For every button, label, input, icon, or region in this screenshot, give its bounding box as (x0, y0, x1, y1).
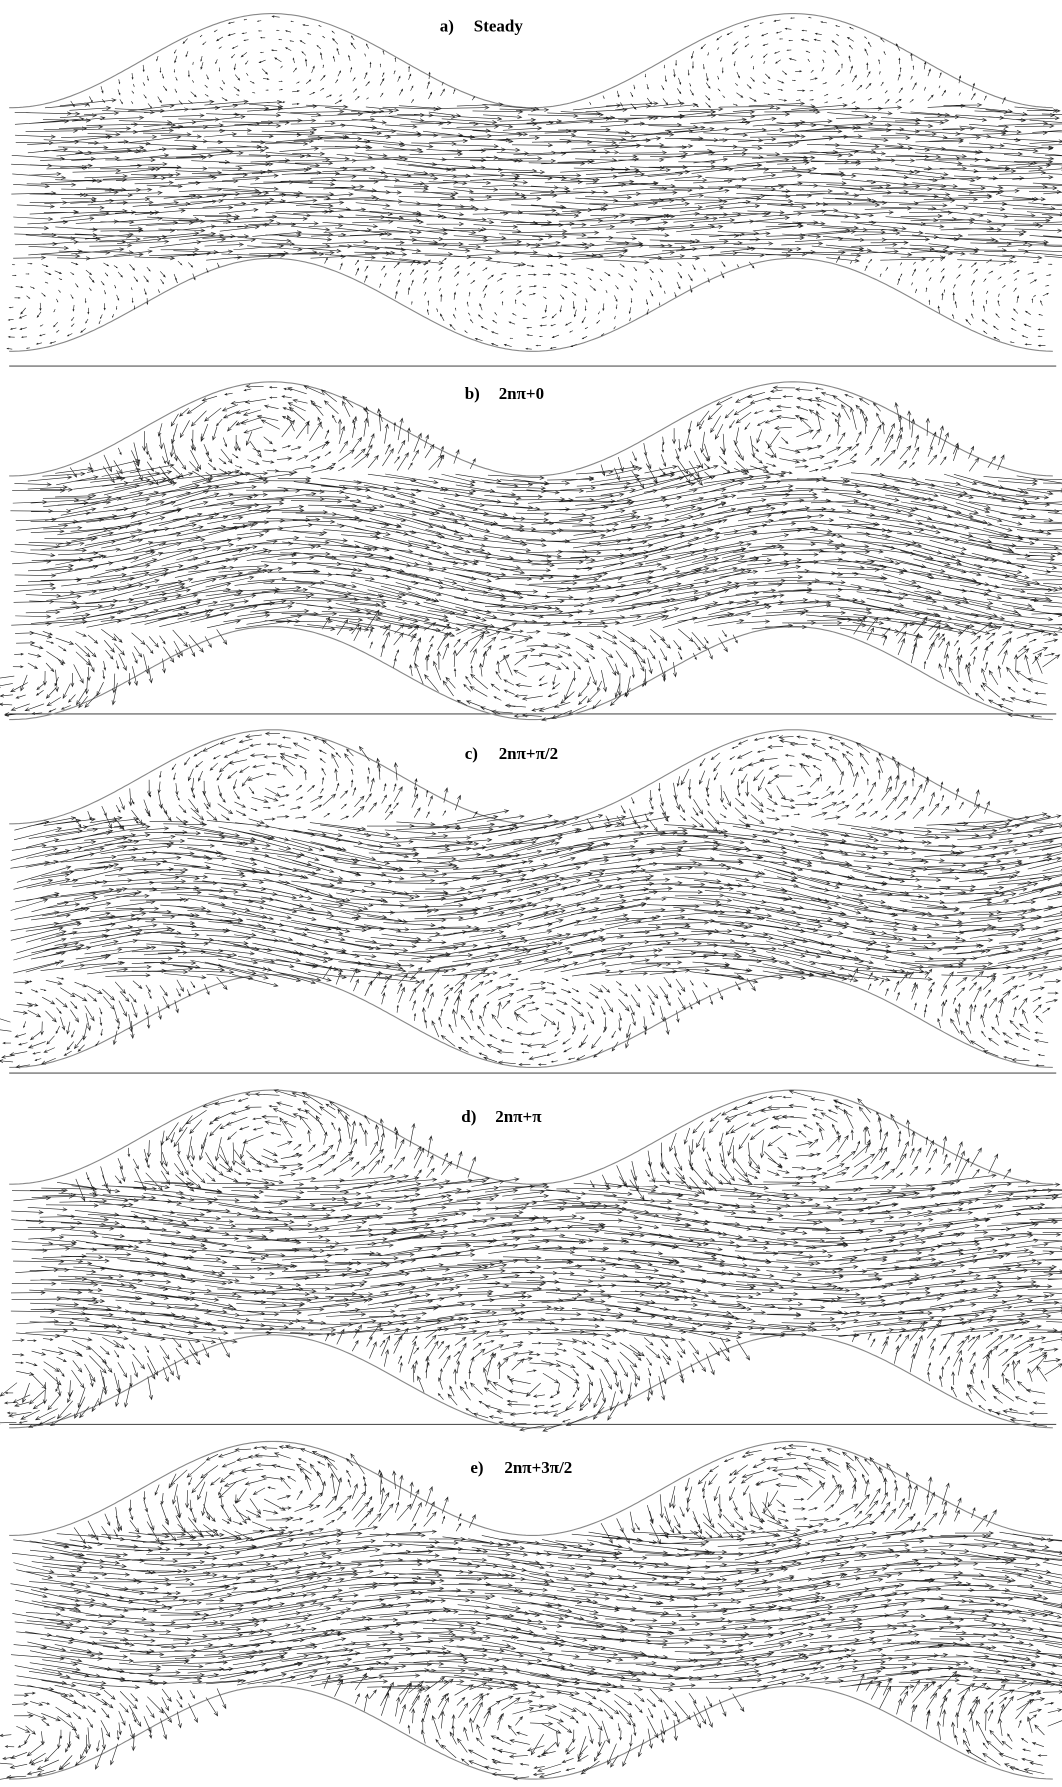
figure: a) Steady b) 2nπ+0 c) 2nπ+π/2 d) 2nπ+π e) 2nπ+3π/… (0, 0, 1062, 1787)
panel-title: 2nπ+π/2 (499, 744, 558, 763)
panel-title: 2nπ+0 (499, 384, 544, 403)
panel-title: 2nπ+3π/2 (504, 1458, 572, 1477)
velocity-vectors (7, 16, 1062, 350)
panel: c) 2nπ+π/2 (0, 730, 1062, 1068)
velocity-vectors (0, 1090, 1062, 1432)
lower-wall (9, 975, 1053, 1068)
panel: b) 2nπ+0 (0, 382, 1062, 721)
lower-wall (9, 258, 1053, 351)
page: {"panels": [ {"letter": "a)", "title": "… (0, 0, 1062, 1787)
panel-title: Steady (474, 17, 524, 36)
panel-letter: a) (440, 17, 454, 36)
panel: e) 2nπ+3π/2 (0, 1441, 1062, 1781)
panel-letter: d) (461, 1107, 476, 1126)
panel-letter: c) (465, 744, 478, 763)
lower-wall (9, 627, 1053, 720)
velocity-vectors (0, 384, 1062, 720)
lower-wall (9, 1686, 1053, 1779)
panel-letter: b) (465, 384, 480, 403)
panel: d) 2nπ+π (0, 1090, 1062, 1432)
panel-letter: e) (470, 1458, 483, 1477)
panel-title: 2nπ+π (495, 1107, 542, 1126)
panel: a) Steady (7, 14, 1062, 352)
velocity-vectors (0, 1444, 1062, 1781)
velocity-vectors (0, 732, 1062, 1068)
